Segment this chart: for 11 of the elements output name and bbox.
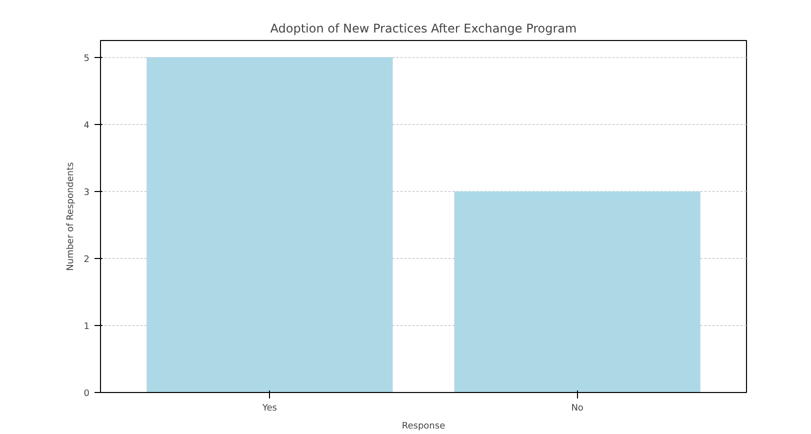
- y-tick-label: 0: [84, 389, 90, 399]
- x-axis-title: Response: [402, 422, 446, 432]
- x-tick-label: Yes: [261, 404, 278, 414]
- y-tick-label: 2: [84, 254, 90, 265]
- y-tick-label: 3: [84, 188, 90, 198]
- y-axis-title: Number of Respondents: [66, 162, 76, 271]
- x-tick-label: No: [571, 404, 584, 414]
- y-tick-label: 4: [84, 120, 90, 131]
- chart-title: Adoption of New Practices After Exchange Program: [270, 22, 577, 36]
- y-tick-label: 5: [84, 54, 90, 64]
- y-tick-label: 1: [84, 322, 90, 332]
